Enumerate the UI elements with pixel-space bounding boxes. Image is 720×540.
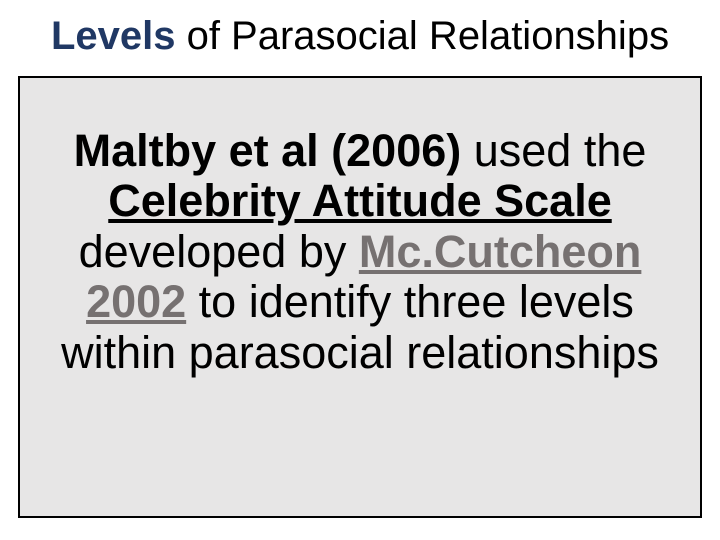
content-box: Maltby et al (2006) used the Celebrity A… [18, 76, 702, 518]
title-rest: of Parasocial Relationships [175, 14, 669, 58]
body-text: Maltby et al (2006) used the Celebrity A… [38, 126, 682, 378]
body-t2: developed by [79, 226, 359, 277]
celebrity-attitude-scale: Celebrity Attitude Scale [108, 175, 611, 226]
maltby-citation: Maltby et al (2006) [74, 125, 462, 176]
slide: Levels of Parasocial Relationships Maltb… [0, 0, 720, 540]
title-accent-word: Levels [51, 14, 176, 58]
body-t1: used the [461, 125, 646, 176]
slide-title: Levels of Parasocial Relationships [0, 14, 720, 59]
